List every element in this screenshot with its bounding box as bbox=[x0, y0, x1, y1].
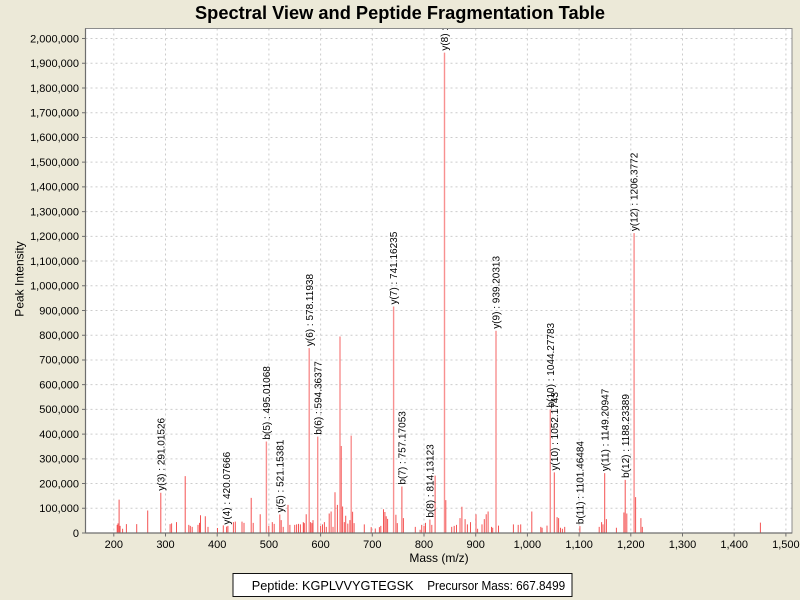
svg-text:Precursor Mass: 667.8499: Precursor Mass: 667.8499 bbox=[427, 579, 565, 593]
svg-text:200,000: 200,000 bbox=[39, 478, 79, 490]
svg-text:y(10) : 1052.1743: y(10) : 1052.1743 bbox=[550, 392, 561, 471]
svg-text:1,000: 1,000 bbox=[514, 539, 542, 551]
svg-text:1,300,000: 1,300,000 bbox=[30, 206, 79, 218]
svg-text:100,000: 100,000 bbox=[39, 503, 79, 515]
svg-text:1,100,000: 1,100,000 bbox=[30, 256, 79, 268]
svg-text:y(3) : 291.01526: y(3) : 291.01526 bbox=[156, 417, 167, 490]
svg-text:Mass (m/z): Mass (m/z) bbox=[409, 551, 468, 565]
svg-text:1,800,000: 1,800,000 bbox=[30, 83, 79, 95]
svg-text:600,000: 600,000 bbox=[39, 379, 79, 391]
svg-text:1,500,000: 1,500,000 bbox=[30, 157, 79, 169]
svg-text:b(5) : 495.01068: b(5) : 495.01068 bbox=[262, 366, 273, 440]
svg-text:500,000: 500,000 bbox=[39, 404, 79, 416]
svg-text:2,000,000: 2,000,000 bbox=[30, 33, 79, 45]
svg-text:600: 600 bbox=[311, 539, 329, 551]
svg-text:200: 200 bbox=[105, 539, 123, 551]
svg-text:800,000: 800,000 bbox=[39, 330, 79, 342]
svg-text:0: 0 bbox=[73, 528, 79, 540]
svg-text:1,100: 1,100 bbox=[565, 539, 593, 551]
svg-text:y(5) : 521.15381: y(5) : 521.15381 bbox=[275, 439, 286, 512]
svg-text:Spectral View and Peptide Frag: Spectral View and Peptide Fragmentation … bbox=[195, 3, 605, 23]
svg-text:1,500: 1,500 bbox=[772, 539, 800, 551]
svg-text:y(7) : 741.16235: y(7) : 741.16235 bbox=[389, 231, 400, 304]
svg-text:y(12) : 1206.3772: y(12) : 1206.3772 bbox=[630, 152, 641, 231]
svg-text:b(7) : 757.17053: b(7) : 757.17053 bbox=[398, 411, 409, 485]
svg-text:1,900,000: 1,900,000 bbox=[30, 58, 79, 70]
svg-text:Peptide: KGPLVVYGTEGSK: Peptide: KGPLVVYGTEGSK bbox=[252, 578, 414, 593]
svg-text:900: 900 bbox=[467, 539, 485, 551]
svg-text:y(9) : 939.20313: y(9) : 939.20313 bbox=[492, 256, 503, 329]
svg-text:b(6) : 594.36377: b(6) : 594.36377 bbox=[313, 361, 324, 435]
svg-text:500: 500 bbox=[260, 539, 278, 551]
svg-text:400: 400 bbox=[208, 539, 226, 551]
svg-text:300: 300 bbox=[156, 539, 174, 551]
svg-text:b(10) : 1044.27783: b(10) : 1044.27783 bbox=[546, 322, 557, 407]
svg-text:1,600,000: 1,600,000 bbox=[30, 132, 79, 144]
svg-text:b(8) : 814.13123: b(8) : 814.13123 bbox=[426, 444, 437, 518]
svg-text:1,300: 1,300 bbox=[669, 539, 697, 551]
svg-text:y(8) : 839.94495: y(8) : 839.94495 bbox=[440, 0, 451, 51]
svg-text:900,000: 900,000 bbox=[39, 305, 79, 317]
svg-text:700,000: 700,000 bbox=[39, 355, 79, 367]
svg-text:Peak Intensity: Peak Intensity bbox=[13, 241, 27, 316]
svg-text:700: 700 bbox=[363, 539, 381, 551]
svg-text:400,000: 400,000 bbox=[39, 429, 79, 441]
svg-text:1,700,000: 1,700,000 bbox=[30, 108, 79, 120]
svg-text:300,000: 300,000 bbox=[39, 454, 79, 466]
svg-text:1,200,000: 1,200,000 bbox=[30, 231, 79, 243]
svg-text:y(11) : 1149.20947: y(11) : 1149.20947 bbox=[600, 388, 611, 471]
svg-text:1,200: 1,200 bbox=[617, 539, 645, 551]
svg-text:b(11) : 1101.46484: b(11) : 1101.46484 bbox=[576, 441, 587, 524]
svg-text:1,400,000: 1,400,000 bbox=[30, 182, 79, 194]
svg-text:y(4) : 420.07666: y(4) : 420.07666 bbox=[222, 451, 233, 524]
svg-text:800: 800 bbox=[415, 539, 433, 551]
svg-text:y(6) : 578.11938: y(6) : 578.11938 bbox=[305, 274, 316, 347]
svg-text:b(12) : 1188.23389: b(12) : 1188.23389 bbox=[621, 394, 632, 478]
svg-text:1,400: 1,400 bbox=[720, 539, 748, 551]
svg-text:1,000,000: 1,000,000 bbox=[30, 281, 79, 293]
